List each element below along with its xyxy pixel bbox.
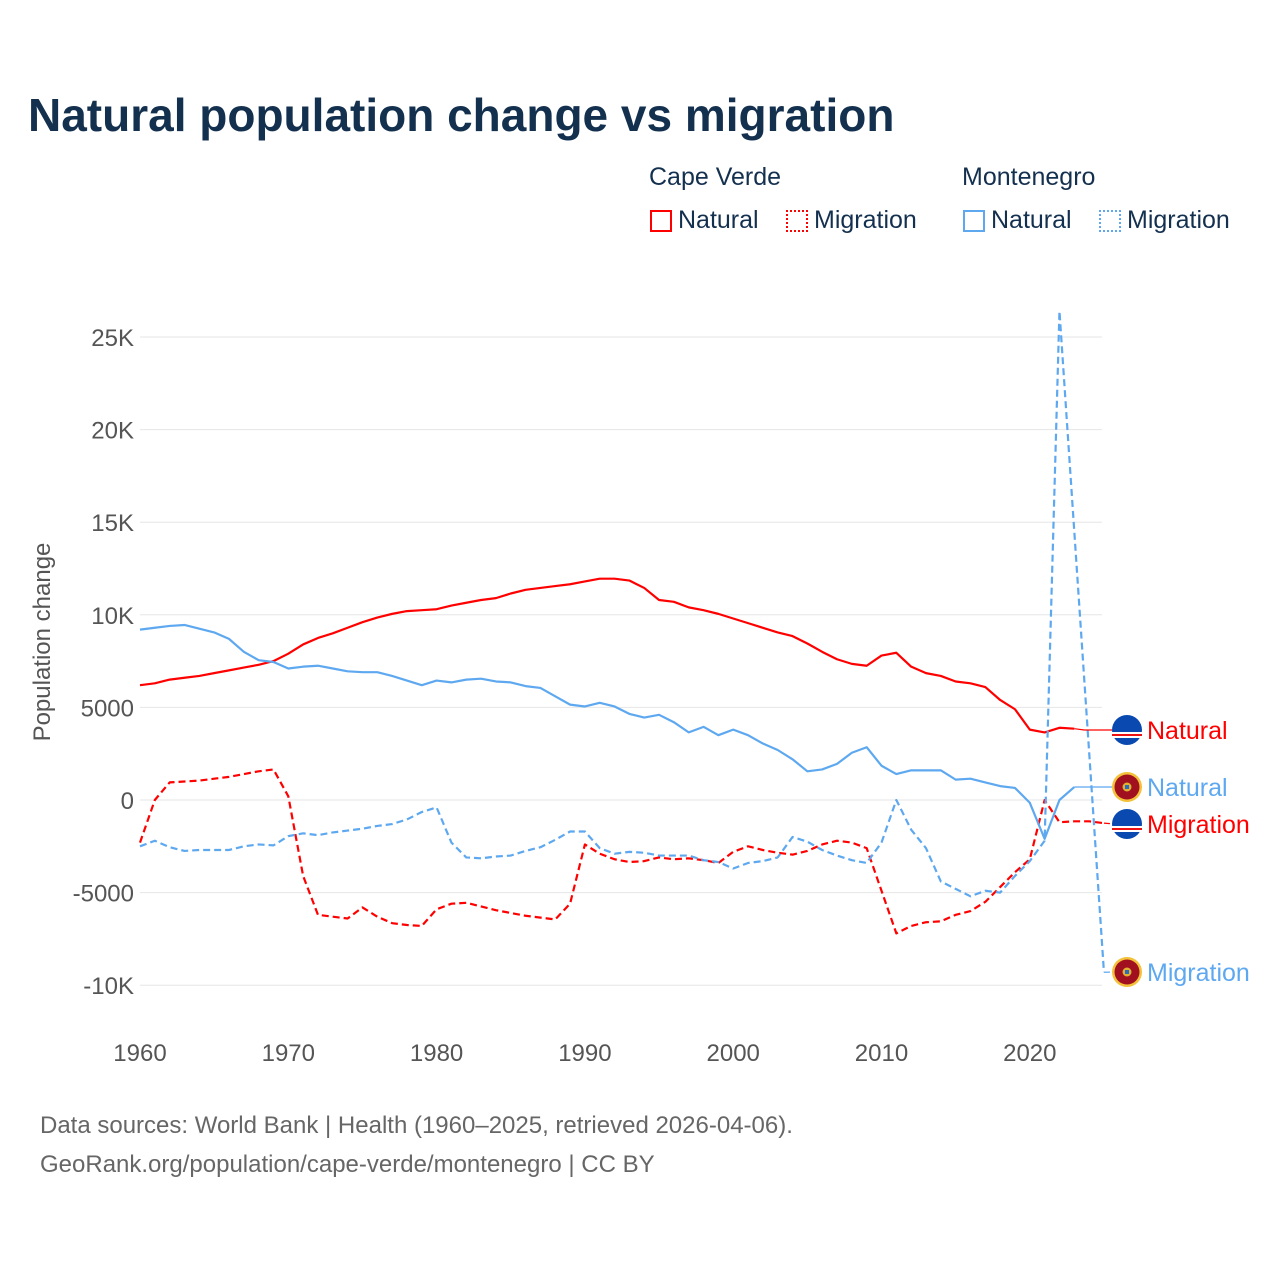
legend-label: Natural xyxy=(991,206,1072,234)
chart-title: Natural population change vs migration xyxy=(28,89,895,141)
x-tick-label: 1980 xyxy=(410,1040,463,1067)
y-axis-label: Population change xyxy=(29,543,56,742)
label-connector xyxy=(1074,728,1112,731)
montenegro-flag-icon xyxy=(1112,772,1142,802)
y-tick-label: 0 xyxy=(121,788,134,815)
legend-swatch xyxy=(786,209,808,232)
legend-item-cape-verde-natural[interactable]: Natural xyxy=(650,206,759,235)
series-line-montenegro-natural[interactable] xyxy=(139,623,1076,840)
x-tick-label: 1990 xyxy=(558,1040,611,1067)
y-tick-label: 5000 xyxy=(81,695,134,722)
cape-verde-flag-icon xyxy=(1112,809,1142,839)
source-link[interactable]: GeoRank.org/population/cape-verde/monten… xyxy=(40,1151,655,1178)
legend-item-cape-verde-migration[interactable]: Migration xyxy=(786,206,917,235)
series-end-label: Natural xyxy=(1147,717,1228,745)
y-tick-label: 10K xyxy=(91,603,134,630)
legend-label: Migration xyxy=(814,206,917,234)
legend-label: Natural xyxy=(678,206,759,234)
cape-verde-flag-icon xyxy=(1112,715,1142,745)
y-tick-label: 25K xyxy=(91,325,134,352)
series-line-cape-verde-migration[interactable] xyxy=(138,768,1105,935)
x-tick-label: 1960 xyxy=(113,1040,166,1067)
y-tick-label: 20K xyxy=(91,418,134,445)
series-end-label: Migration xyxy=(1147,959,1250,987)
source-note: Data sources: World Bank | Health (1960–… xyxy=(40,1106,793,1184)
series-end-label: Migration xyxy=(1147,811,1250,839)
legend-swatch xyxy=(650,209,672,232)
y-tick-label: -5000 xyxy=(73,881,134,908)
x-tick-label: 2010 xyxy=(855,1040,908,1067)
y-tick-label: -10K xyxy=(83,973,134,1000)
source-line-1: Data sources: World Bank | Health (1960–… xyxy=(40,1112,793,1139)
x-tick-label: 2000 xyxy=(707,1040,760,1067)
x-tick-label: 2020 xyxy=(1003,1040,1056,1067)
series-line-cape-verde-natural[interactable] xyxy=(139,577,1075,734)
legend-swatch xyxy=(963,209,985,232)
y-tick-label: 15K xyxy=(91,510,134,537)
legend-item-montenegro-natural[interactable]: Natural xyxy=(963,206,1072,235)
legend-swatch xyxy=(1099,209,1121,232)
series-end-label: Natural xyxy=(1147,774,1228,802)
montenegro-flag-icon xyxy=(1112,957,1142,987)
legend-group-cape-verde: Cape Verde xyxy=(649,163,782,191)
legend-item-montenegro-migration[interactable]: Migration xyxy=(1099,206,1230,235)
legend-group-montenegro: Montenegro xyxy=(962,163,1096,191)
legend-label: Migration xyxy=(1127,206,1230,234)
x-tick-label: 1970 xyxy=(262,1040,315,1067)
series-line-montenegro-migration[interactable] xyxy=(139,309,1106,973)
